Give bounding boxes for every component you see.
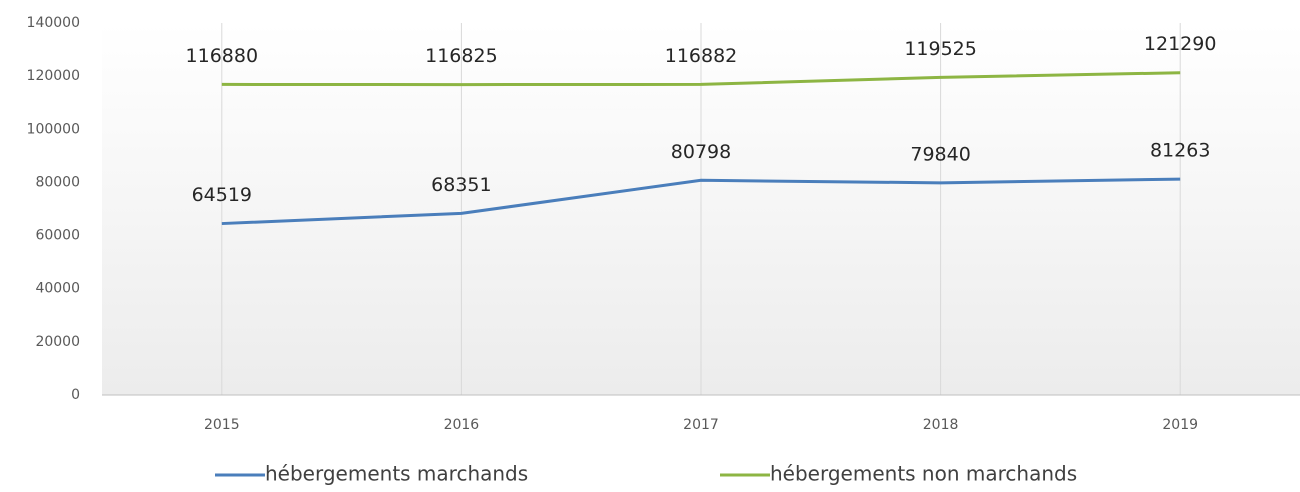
- series-line: [221, 71, 1181, 87]
- y-tick-label: 100000: [27, 121, 80, 137]
- y-tick-label: 80000: [35, 174, 80, 190]
- data-label: 119525: [904, 38, 977, 60]
- data-label: 116880: [186, 45, 259, 67]
- data-label: 116825: [425, 45, 498, 67]
- series-line: [221, 177, 1181, 226]
- data-label: 81263: [1150, 140, 1210, 162]
- x-tick-label: 2019: [1162, 417, 1198, 433]
- y-tick-label: 140000: [27, 15, 80, 31]
- data-label: 79840: [910, 143, 970, 165]
- data-label: 116882: [665, 45, 738, 67]
- y-tick-label: 0: [71, 387, 80, 403]
- data-label: 68351: [431, 174, 491, 196]
- legend-label: hébergements marchands: [265, 462, 528, 486]
- x-tick-label: 2016: [444, 417, 480, 433]
- legend-label: hébergements non marchands: [770, 462, 1077, 486]
- y-tick-label: 20000: [35, 334, 80, 350]
- x-tick-label: 2017: [683, 417, 719, 433]
- y-tick-label: 60000: [35, 228, 80, 244]
- y-tick-label: 40000: [35, 281, 80, 297]
- x-tick-label: 2015: [204, 417, 240, 433]
- x-tick-label: 2018: [923, 417, 959, 433]
- data-label: 80798: [671, 141, 731, 163]
- data-label: 121290: [1144, 33, 1217, 55]
- y-tick-label: 120000: [27, 68, 80, 84]
- data-label: 64519: [192, 184, 252, 206]
